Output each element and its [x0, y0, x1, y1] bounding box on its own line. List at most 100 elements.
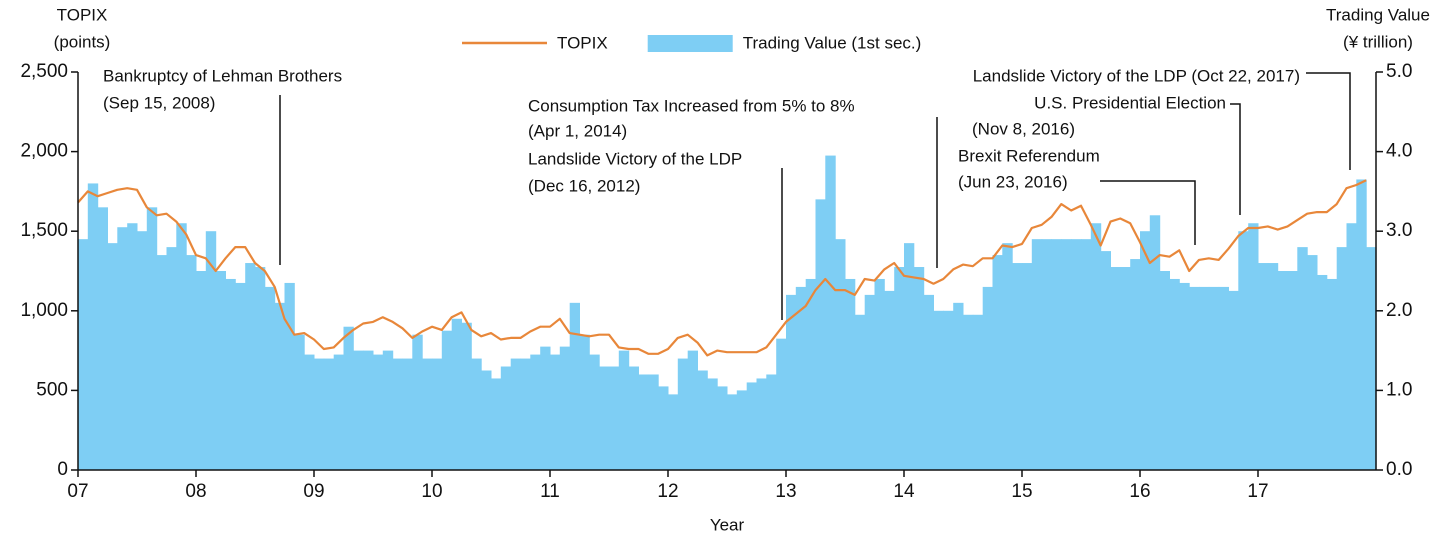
bar — [687, 350, 698, 470]
bar — [225, 278, 236, 470]
bar — [766, 374, 777, 470]
bar — [78, 239, 89, 470]
bar — [1287, 271, 1298, 470]
bar — [776, 338, 787, 470]
x-tick-label: 10 — [421, 481, 442, 502]
bar — [628, 366, 639, 470]
bar — [864, 294, 875, 470]
bar — [1051, 239, 1062, 470]
bar — [304, 354, 315, 470]
y-tick-label: 1,500 — [20, 220, 68, 241]
bar — [412, 334, 423, 470]
bar — [894, 267, 905, 470]
bar — [382, 350, 394, 470]
bar — [1199, 286, 1210, 470]
bar — [972, 314, 984, 470]
bar — [1110, 267, 1121, 470]
bar — [1336, 247, 1347, 470]
bar — [638, 374, 649, 470]
bar — [1307, 255, 1318, 470]
bar — [1149, 215, 1161, 470]
bar — [1267, 263, 1279, 470]
x-axis-label: Year — [710, 515, 745, 534]
bar — [353, 350, 364, 470]
y-tick-label: 1,000 — [20, 300, 68, 321]
bar — [550, 354, 561, 470]
bar — [343, 326, 354, 470]
bar — [402, 358, 413, 470]
bar — [658, 386, 669, 470]
bar — [294, 334, 305, 470]
bar — [156, 255, 167, 470]
bar — [1356, 179, 1367, 470]
bar — [707, 378, 718, 470]
bar — [235, 282, 246, 470]
bar — [422, 358, 433, 470]
bar — [1061, 239, 1072, 470]
bar — [786, 294, 797, 470]
bar — [186, 255, 197, 470]
bar — [609, 366, 620, 470]
bar — [1248, 223, 1259, 470]
bar — [1277, 271, 1288, 470]
bar — [884, 290, 895, 470]
bar — [815, 199, 826, 471]
y-axis-label: TOPIX — [57, 5, 108, 24]
x-tick-label: 11 — [540, 481, 560, 502]
bar — [441, 330, 453, 470]
bar — [1317, 274, 1328, 470]
legend-swatch — [647, 35, 733, 52]
y-tick-label: 500 — [36, 379, 68, 400]
bar — [520, 358, 531, 470]
bar — [795, 286, 807, 470]
bar — [97, 207, 108, 470]
leader-line — [1100, 180, 1196, 245]
bar — [589, 354, 600, 470]
bar — [107, 243, 118, 470]
bar — [1041, 239, 1052, 470]
y2-tick-label: 2.0 — [1386, 300, 1412, 321]
bar — [215, 271, 226, 470]
legend: TOPIX Trading Value (1st sec.) — [462, 33, 921, 52]
y2-axis-label: (¥ trillion) — [1343, 32, 1413, 51]
bar — [1179, 282, 1190, 470]
bar — [618, 350, 630, 470]
y-tick-label: 0 — [57, 459, 68, 480]
bar — [874, 278, 885, 470]
bar — [323, 358, 335, 470]
y2-tick-label: 4.0 — [1386, 141, 1412, 162]
bar — [668, 394, 679, 470]
annotation: Bankruptcy of Lehman Brothers — [103, 66, 342, 85]
bar — [982, 286, 993, 470]
bar — [825, 155, 836, 470]
y-axis-label: (points) — [54, 32, 111, 51]
bar — [1297, 247, 1308, 470]
bar — [117, 227, 128, 470]
bar — [677, 358, 689, 470]
bar — [245, 263, 256, 470]
bar — [1258, 263, 1269, 470]
y2-tick-label: 1.0 — [1386, 379, 1412, 400]
y2-tick-label: 5.0 — [1386, 61, 1412, 82]
bar — [1031, 239, 1043, 470]
x-tick-label: 16 — [1129, 481, 1150, 502]
x-tick-label: 15 — [1011, 481, 1032, 502]
line — [77, 179, 1367, 357]
x-tick-label: 13 — [775, 481, 796, 502]
bar — [1228, 290, 1239, 470]
annotation: Brexit Referendum — [958, 146, 1100, 165]
bar — [1002, 243, 1013, 470]
bar — [854, 314, 866, 470]
bar — [471, 358, 482, 470]
annotation: Landslide Victory of the LDP — [528, 149, 742, 168]
y-tick-label: 2,500 — [20, 61, 68, 82]
bar — [756, 378, 767, 470]
x-tick-label: 07 — [67, 481, 88, 502]
y2-tick-label: 3.0 — [1386, 220, 1412, 241]
bar — [727, 394, 738, 470]
bar — [137, 231, 148, 470]
bar — [146, 207, 158, 470]
bar — [540, 346, 551, 470]
bar — [845, 278, 856, 470]
bar — [363, 350, 374, 470]
